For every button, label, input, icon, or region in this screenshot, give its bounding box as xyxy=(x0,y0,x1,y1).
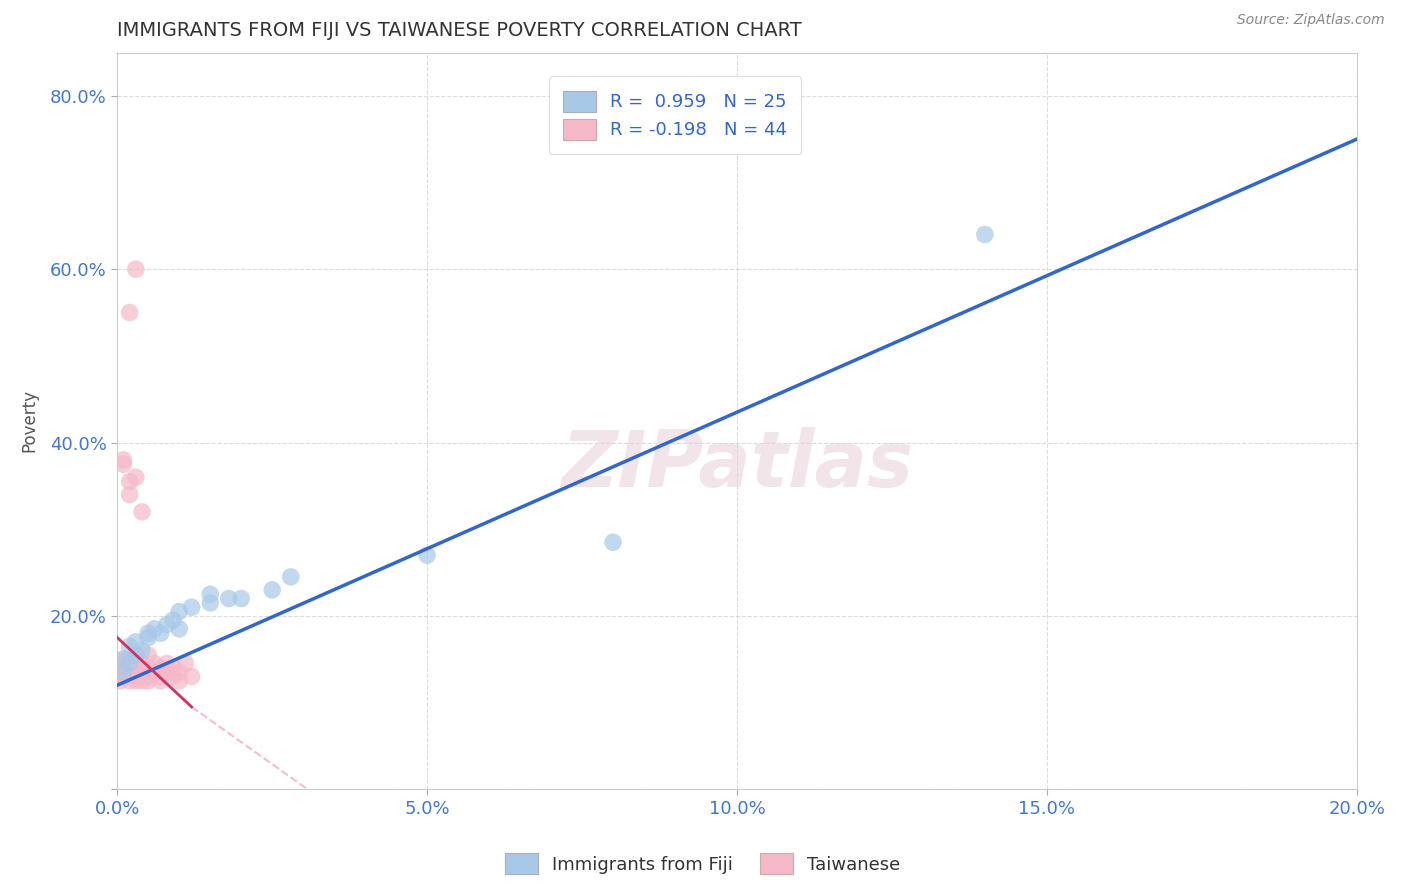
Point xyxy=(118,305,141,319)
Point xyxy=(131,657,153,671)
Point xyxy=(125,657,148,671)
Point xyxy=(167,665,190,680)
Point xyxy=(115,665,138,680)
Point xyxy=(112,665,135,680)
Point xyxy=(136,673,159,688)
Point xyxy=(118,657,141,671)
Point xyxy=(125,470,148,484)
Point xyxy=(112,457,135,471)
Point xyxy=(125,648,148,662)
Point xyxy=(162,669,184,683)
Point xyxy=(167,605,190,619)
Point xyxy=(200,596,222,610)
Point xyxy=(156,665,179,680)
Text: Source: ZipAtlas.com: Source: ZipAtlas.com xyxy=(1237,13,1385,28)
Point xyxy=(118,673,141,688)
Point xyxy=(149,669,172,683)
Text: ZIPatlas: ZIPatlas xyxy=(561,427,912,503)
Point xyxy=(136,626,159,640)
Point xyxy=(118,475,141,489)
Point xyxy=(180,669,202,683)
Point xyxy=(156,657,179,671)
Point xyxy=(112,669,135,683)
Point xyxy=(167,622,190,636)
Point xyxy=(107,669,129,683)
Legend: Immigrants from Fiji, Taiwanese: Immigrants from Fiji, Taiwanese xyxy=(496,844,910,883)
Point xyxy=(125,669,148,683)
Point xyxy=(231,591,253,606)
Point xyxy=(167,673,190,688)
Point xyxy=(118,652,141,666)
Point xyxy=(973,227,995,242)
Point xyxy=(125,673,148,688)
Point xyxy=(118,639,141,653)
Point xyxy=(131,673,153,688)
Point xyxy=(162,661,184,675)
Point xyxy=(136,648,159,662)
Point xyxy=(174,657,197,671)
Point xyxy=(112,453,135,467)
Point xyxy=(131,643,153,657)
Point xyxy=(136,631,159,645)
Point xyxy=(112,652,135,666)
Point xyxy=(280,570,302,584)
Point xyxy=(110,673,132,688)
Legend: R =  0.959   N = 25, R = -0.198   N = 44: R = 0.959 N = 25, R = -0.198 N = 44 xyxy=(548,76,801,154)
Point xyxy=(125,635,148,649)
Point xyxy=(416,548,439,562)
Y-axis label: Poverty: Poverty xyxy=(21,390,39,452)
Point xyxy=(136,669,159,683)
Point xyxy=(131,665,153,680)
Point xyxy=(149,661,172,675)
Point xyxy=(108,665,131,680)
Text: IMMIGRANTS FROM FIJI VS TAIWANESE POVERTY CORRELATION CHART: IMMIGRANTS FROM FIJI VS TAIWANESE POVERT… xyxy=(117,21,801,40)
Point xyxy=(162,613,184,627)
Point xyxy=(110,661,132,675)
Point xyxy=(112,657,135,671)
Point xyxy=(118,665,141,680)
Point xyxy=(602,535,624,549)
Point xyxy=(112,652,135,666)
Point xyxy=(118,661,141,675)
Point xyxy=(149,673,172,688)
Point xyxy=(180,600,202,615)
Point xyxy=(149,626,172,640)
Point xyxy=(262,582,284,597)
Point xyxy=(125,262,148,277)
Point xyxy=(218,591,240,606)
Point xyxy=(200,587,222,601)
Point xyxy=(136,661,159,675)
Point xyxy=(131,505,153,519)
Point xyxy=(125,648,148,662)
Point xyxy=(118,487,141,501)
Point xyxy=(156,617,179,632)
Point xyxy=(143,665,166,680)
Point xyxy=(143,657,166,671)
Point xyxy=(143,622,166,636)
